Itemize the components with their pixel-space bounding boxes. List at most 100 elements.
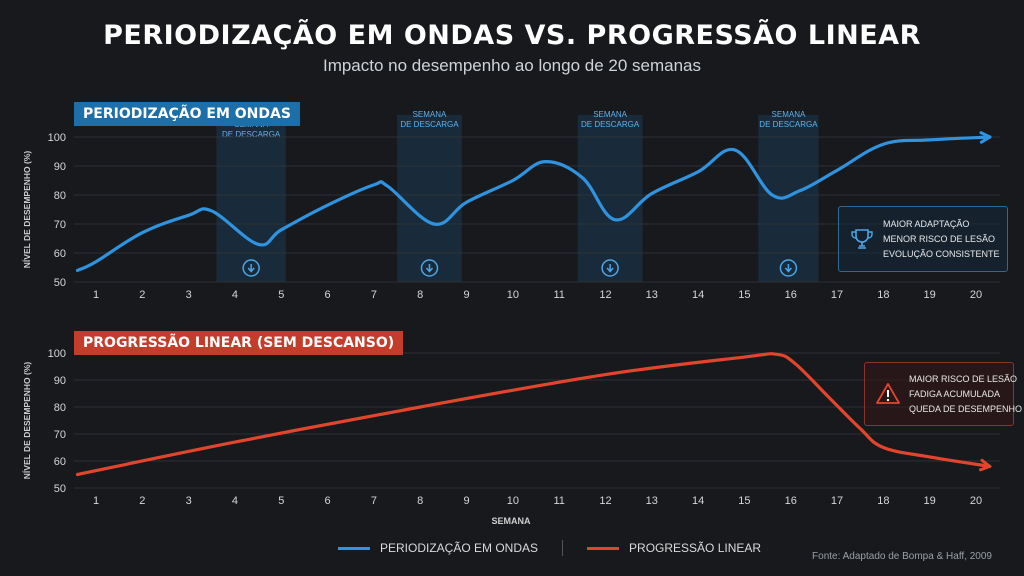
trophy-icon [851, 229, 873, 249]
wave-x-tick-label: 9 [463, 289, 469, 301]
down-arrow-icon-glyph [425, 264, 434, 273]
wave-y-tick-label: 100 [48, 132, 66, 144]
linear-x-tick-label: 7 [371, 495, 377, 507]
chart-title: PERIODIZAÇÃO EM ONDAS VS. PROGRESSÃO LIN… [103, 20, 921, 51]
linear-x-tick-label: 14 [692, 495, 704, 507]
linear-x-tick-label: 11 [553, 495, 564, 507]
linear-y-tick-label: 90 [54, 375, 66, 387]
wave-band-label: SEMANA [413, 110, 447, 119]
linear-x-tick-label: 18 [877, 495, 889, 507]
wave-y-tick-label: 90 [54, 161, 66, 173]
linear-x-tick-label: 10 [507, 495, 519, 507]
wave-band-label: DE DESCARGA [400, 120, 459, 129]
wave-deload-band [758, 115, 819, 282]
linear-x-tick-label: 8 [417, 495, 423, 507]
down-arrow-icon [601, 259, 619, 277]
wave-annotation-line-3: EVOLUÇÃO CONSISTENTE [883, 248, 1000, 259]
wave-x-tick-label: 5 [278, 289, 284, 301]
linear-x-tick-label: 2 [139, 495, 145, 507]
wave-deload-band [216, 115, 286, 282]
wave-annotation-line-2: MENOR RISCO DE LESÃO [883, 233, 996, 244]
linear-annotation-line-3: QUEDA DE DESEMPENHO [909, 403, 1023, 414]
wave-band-label: SEMANA [593, 110, 627, 119]
linear-x-tick-label: 15 [738, 495, 750, 507]
chart-subtitle: Impacto no desempenho ao longo de 20 sem… [322, 56, 702, 75]
linear-x-tick-label: 9 [463, 495, 469, 507]
linear-y-tick-label: 60 [54, 456, 66, 468]
wave-x-tick-label: 19 [924, 289, 936, 301]
wave-y-axis-label: NÍVEL DE DESEMPENHO (%) [22, 151, 32, 269]
down-arrow-icon-glyph [606, 264, 614, 273]
linear-series-line [75, 352, 992, 477]
legend-swatch-wave [338, 546, 370, 550]
linear-y-tick-label: 100 [48, 348, 66, 360]
wave-series-line [75, 135, 992, 272]
legend-swatch-linear [587, 546, 620, 550]
legend-label-linear: PROGRESSÃO LINEAR [629, 541, 762, 555]
down-arrow-icon-glyph [247, 264, 255, 273]
wave-band-label: DE DESCARGA [222, 130, 281, 139]
wave-deload-band [577, 115, 643, 282]
linear-x-tick-label: 16 [785, 495, 797, 507]
linear-x-tick-label: 5 [278, 495, 284, 507]
linear-panel-title: PROGRESSÃO LINEAR (SEM DESCANSO) [74, 331, 404, 355]
linear-annotation-line-1: MAIOR RISCO DE LESÃO [909, 373, 1018, 384]
linear-y-tick-label: 80 [54, 402, 66, 414]
wave-band-label: DE DESCARGA [581, 120, 640, 129]
wave-x-tick-label: 11 [553, 289, 564, 301]
down-arrow-icon [779, 259, 798, 277]
linear-x-tick-label: 1 [93, 495, 99, 507]
warning-icon [876, 383, 900, 404]
wave-x-tick-label: 7 [371, 289, 377, 301]
linear-x-tick-label: 17 [831, 495, 843, 507]
wave-x-tick-label: 14 [692, 289, 704, 301]
linear-x-tick-label: 3 [186, 495, 192, 507]
wave-band-label: SEMANA [772, 110, 806, 119]
wave-x-tick-label: 4 [232, 289, 238, 301]
wave-x-tick-label: 15 [738, 289, 750, 301]
wave-panel-title: PERIODIZAÇÃO EM ONDAS [74, 102, 300, 126]
source-note: Fonte: Adaptado de Bompa & Haff, 2009 [812, 551, 992, 562]
wave-x-tick-label: 3 [186, 289, 192, 301]
linear-x-tick-label: 6 [325, 495, 331, 507]
wave-x-tick-label: 1 [93, 289, 99, 301]
wave-x-tick-label: 8 [417, 289, 423, 301]
wave-y-tick-label: 50 [54, 277, 66, 289]
down-arrow-icon [242, 259, 260, 277]
linear-x-axis-label: SEMANA [491, 516, 531, 526]
wave-series-arrowhead [979, 131, 992, 144]
chart-legend: PERIODIZAÇÃO EM ONDAS PROGRESSÃO LINEAR [338, 540, 761, 556]
legend-divider [562, 540, 564, 556]
wave-x-tick-label: 20 [970, 289, 982, 301]
wave-x-tick-label: 16 [785, 289, 797, 301]
wave-x-tick-label: 17 [831, 289, 843, 301]
linear-x-tick-label: 4 [232, 495, 238, 507]
linear-x-tick-label: 20 [970, 495, 982, 507]
wave-x-tick-label: 18 [877, 289, 889, 301]
wave-band-label: DE DESCARGA [759, 120, 818, 129]
wave-annotation-line-1: MAIOR ADAPTAÇÃO [883, 218, 970, 229]
wave-y-tick-label: 70 [54, 219, 66, 231]
wave-x-tick-label: 13 [646, 289, 658, 301]
linear-y-axis-label: NÍVEL DE DESEMPENHO (%) [22, 362, 32, 480]
legend-label-wave: PERIODIZAÇÃO EM ONDAS [380, 541, 539, 555]
linear-annotation-box: MAIOR RISCO DE LESÃO FADIGA ACUMULADA QU… [864, 362, 1022, 426]
wave-x-tick-label: 6 [325, 289, 331, 301]
wave-deload-band [397, 115, 462, 282]
down-arrow-icon-glyph [784, 264, 792, 273]
wave-y-tick-label: 60 [54, 248, 66, 260]
wave-x-tick-label: 10 [507, 289, 519, 301]
wave-x-tick-label: 2 [139, 289, 145, 301]
wave-y-tick-label: 80 [54, 190, 66, 202]
wave-annotation-box: MAIOR ADAPTAÇÃO MENOR RISCO DE LESÃO EVO… [838, 206, 1008, 272]
linear-series-arrowhead [978, 458, 992, 472]
linear-annotation-line-2: FADIGA ACUMULADA [909, 388, 1001, 399]
linear-x-tick-label: 13 [646, 495, 658, 507]
linear-y-tick-label: 50 [54, 483, 66, 495]
linear-x-tick-label: 19 [924, 495, 936, 507]
down-arrow-icon [420, 259, 439, 277]
linear-y-tick-label: 70 [54, 429, 66, 441]
wave-x-tick-label: 12 [599, 289, 611, 301]
